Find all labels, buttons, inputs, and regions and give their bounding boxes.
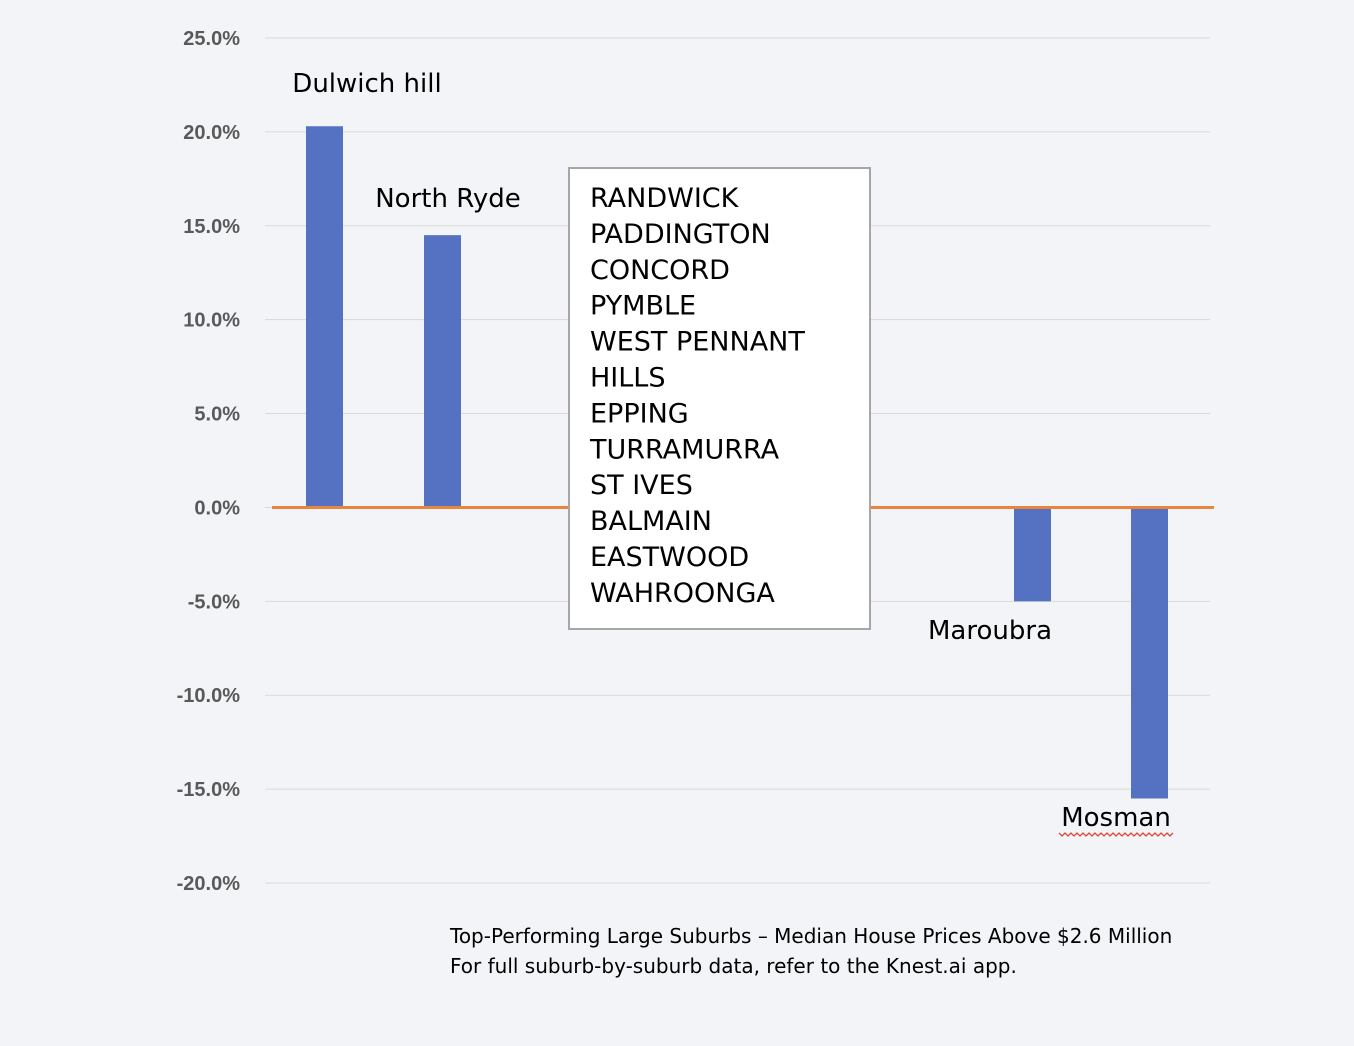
bar [1014, 507, 1051, 602]
y-tick-label: 5.0% [194, 404, 240, 426]
annotation-box-item: EPPING [590, 398, 689, 429]
bar-label: North Ryde [375, 184, 521, 214]
caption-line-1: Top-Performing Large Suburbs – Median Ho… [449, 924, 1172, 948]
spellcheck-underline [1058, 832, 1174, 837]
annotation-box-item: ST IVES [590, 470, 693, 501]
annotation-box-item: TURRAMURRA [589, 434, 780, 465]
annotation-box-item: CONCORD [590, 255, 730, 286]
bar-label: Dulwich hill [292, 69, 441, 99]
annotation-box-item: PADDINGTON [590, 219, 771, 250]
annotation-box-item: HILLS [590, 363, 666, 394]
bar [306, 126, 343, 508]
y-tick-label: 10.0% [183, 310, 240, 332]
y-tick-label: -15.0% [177, 779, 241, 801]
bar-label: Maroubra [928, 616, 1052, 646]
y-tick-label: -10.0% [177, 685, 241, 707]
y-tick-label: -20.0% [177, 873, 241, 895]
annotation-box-item: WEST PENNANT [590, 327, 805, 358]
annotation-box-list: RANDWICK PADDINGTON CONCORD PYMBLE WEST PENN… [589, 183, 805, 609]
annotation-box-frame [568, 167, 871, 630]
annotation-box-item: EASTWOOD [590, 542, 749, 573]
bar-label: Mosman [1061, 803, 1171, 833]
annotation-box-item: PYMBLE [590, 291, 696, 322]
bar [424, 235, 461, 508]
y-tick-label: 0.0% [194, 497, 240, 519]
y-tick-label: 25.0% [183, 28, 240, 50]
annotation-box-item: BALMAIN [590, 506, 712, 537]
annotation-box-item: WAHROONGA [590, 578, 775, 609]
annotation-box: RANDWICK PADDINGTON CONCORD PYMBLE WEST PENN… [568, 167, 871, 630]
bar-labels: Dulwich hill North Ryde Maroubra Mosman [292, 69, 1174, 837]
annotation-box-item: RANDWICK [590, 183, 740, 214]
y-tick-label: 20.0% [183, 122, 240, 144]
y-tick-label: -5.0% [188, 591, 240, 613]
bars [306, 126, 1168, 799]
caption-line-2: For full suburb-by-suburb data, refer to… [450, 954, 1017, 978]
y-axis-tick-labels: 25.0% 20.0% 15.0% 10.0% 5.0% 0.0% -5.0% -10.0% -… [177, 28, 241, 895]
y-tick-label: 15.0% [183, 216, 240, 238]
bar [1131, 507, 1168, 799]
